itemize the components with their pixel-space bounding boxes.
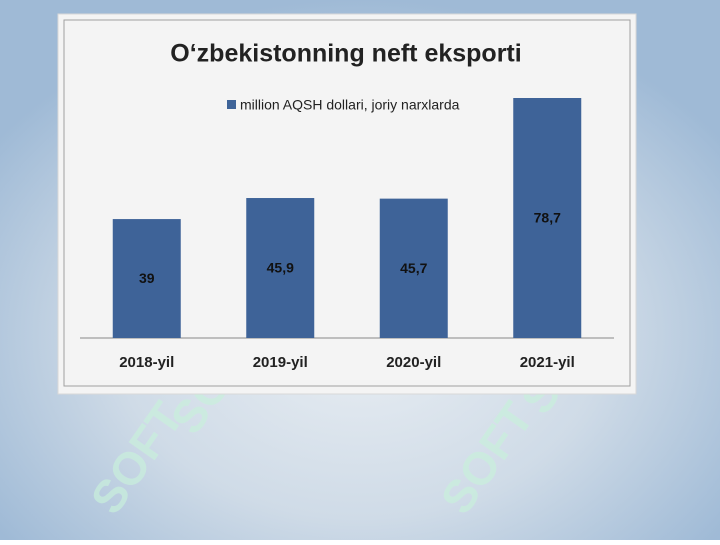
chart-title: O‘zbekistonning neft eksporti — [170, 40, 521, 68]
x-tick-label: 2018-yil — [119, 354, 174, 371]
bar — [379, 198, 448, 338]
value-label: 45,7 — [400, 260, 427, 276]
x-tick-label: 2019-yil — [253, 354, 308, 371]
bar — [112, 219, 181, 338]
legend-swatch — [227, 100, 236, 109]
value-label: 39 — [139, 270, 155, 286]
legend-label: million AQSH dollari, joriy narxlarda — [240, 97, 460, 113]
value-label: 78,7 — [534, 210, 561, 226]
bar — [246, 198, 315, 338]
bar — [513, 98, 582, 338]
x-tick-label: 2020-yil — [386, 354, 441, 371]
value-label: 45,9 — [267, 260, 294, 276]
x-tick-label: 2021-yil — [520, 354, 575, 371]
chart-border — [63, 19, 631, 387]
plot: 39 2018-yil 45,9 2019-yil 45,7 2020-yil 78,7 20… — [112, 98, 582, 371]
